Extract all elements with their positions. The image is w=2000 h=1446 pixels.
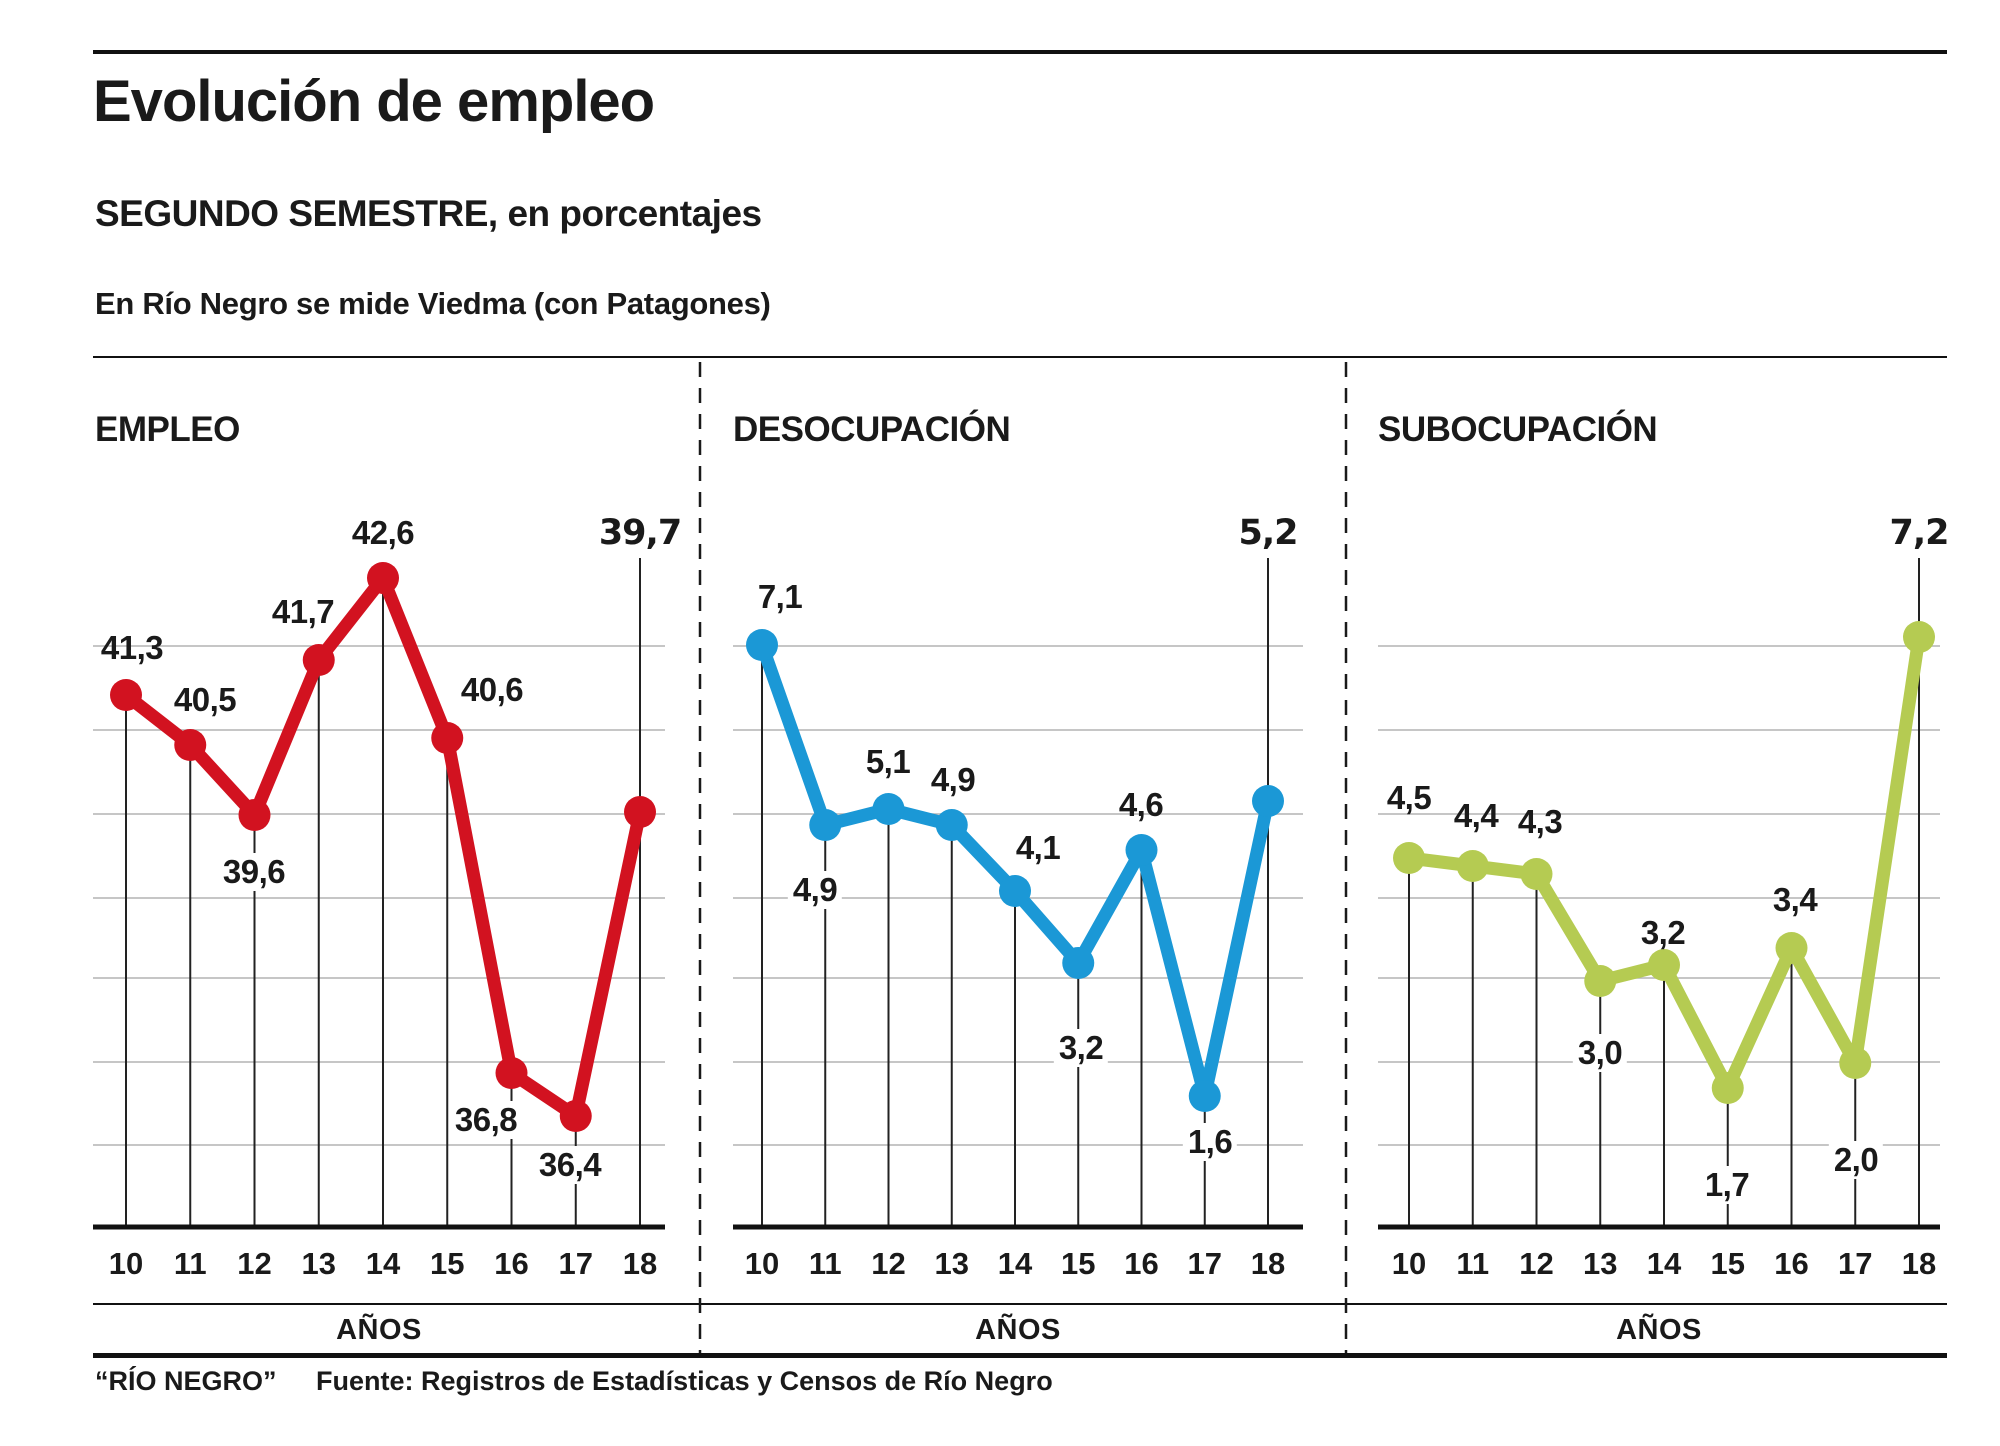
panel-title-subocupacion: SUBOCUPACIÓN — [1378, 410, 1658, 449]
data-point — [1456, 850, 1489, 882]
data-point — [174, 729, 207, 761]
data-point — [746, 629, 778, 661]
top-rule — [93, 50, 1947, 54]
data-point — [1062, 947, 1095, 979]
data-point — [367, 562, 399, 594]
data-point — [1648, 949, 1680, 981]
footer-credit: “RÍO NEGRO” — [95, 1366, 277, 1396]
data-point — [872, 793, 905, 825]
data-point — [1775, 932, 1808, 964]
data-point — [495, 1057, 528, 1089]
footer-source: Fuente: Registros de Estadísticas y Cens… — [316, 1366, 1053, 1396]
data-point — [559, 1100, 592, 1132]
data-point — [1393, 842, 1425, 874]
data-point — [1584, 965, 1617, 997]
data-point — [1252, 785, 1284, 817]
page-note: En Río Negro se mide Viedma (con Patagon… — [95, 286, 771, 321]
data-point — [624, 796, 656, 828]
data-point — [1903, 621, 1935, 653]
data-point — [110, 679, 142, 711]
panel-title-empleo: EMPLEO — [95, 410, 240, 449]
header-divider-rule — [93, 356, 1947, 358]
data-point — [302, 644, 335, 676]
data-point — [238, 799, 271, 831]
page-subtitle: SEGUNDO SEMESTRE, en porcentajes — [95, 193, 762, 234]
data-point — [999, 875, 1031, 907]
panel-title-desocupacion: DESOCUPACIÓN — [733, 410, 1011, 449]
page-title: Evolución de empleo — [93, 69, 655, 134]
data-point — [935, 809, 968, 841]
data-point — [1520, 858, 1553, 890]
data-point — [1188, 1080, 1221, 1112]
data-point — [809, 809, 842, 841]
data-point — [431, 722, 464, 754]
data-point — [1711, 1072, 1744, 1104]
data-point — [1839, 1047, 1872, 1079]
data-point — [1125, 834, 1158, 866]
axis-band-top-rule — [93, 1303, 1947, 1305]
axis-band-bottom-rule — [93, 1353, 1947, 1358]
